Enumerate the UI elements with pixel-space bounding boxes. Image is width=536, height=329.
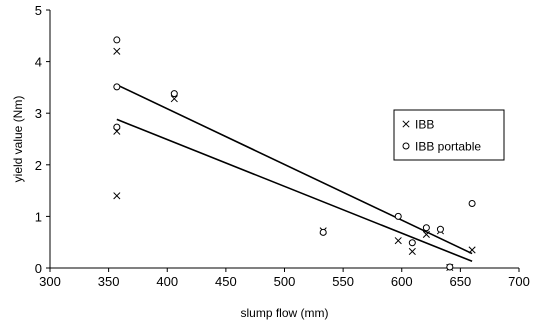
x-tick-label: 700 [508, 274, 530, 289]
data-point-ibb [468, 246, 476, 254]
data-point-ibb-portable [113, 36, 121, 44]
legend-marker-ibb [402, 120, 410, 128]
x-tick-label: 650 [450, 274, 472, 289]
y-tick-label: 4 [35, 55, 42, 70]
legend-marker-ibb-portable [402, 142, 410, 150]
trendlines [116, 84, 473, 263]
data-point-ibb-portable [422, 224, 430, 232]
data-points [113, 36, 476, 272]
trendline-ibb-portable [116, 84, 473, 255]
data-point-ibb-portable [468, 200, 476, 207]
y-tick-label: 0 [35, 261, 42, 276]
x-tick-label: 600 [391, 274, 413, 289]
legend-box [393, 109, 505, 161]
data-point-ibb-portable [446, 263, 454, 271]
x-tick-label: 500 [274, 274, 296, 289]
data-point-ibb-portable [113, 83, 121, 91]
data-point-ibb-portable [170, 90, 178, 98]
data-point-ibb-portable [319, 228, 327, 236]
x-tick-label: 450 [215, 274, 237, 289]
y-axis-label: yield value (Nm) [11, 96, 25, 183]
x-axis-label: slump flow (mm) [240, 306, 328, 320]
y-tick-label: 5 [35, 3, 42, 18]
x-tick-label: 400 [156, 274, 178, 289]
data-point-ibb [408, 247, 416, 256]
tick-labels: 300 350 400 450 500 550 600 650 700 0 1 2 3 4 5 [35, 3, 530, 289]
x-tick-label: 550 [332, 274, 354, 289]
legend-label: IBB portable [415, 140, 481, 154]
x-tick-label: 350 [98, 274, 120, 289]
y-tick-label: 2 [35, 158, 42, 173]
x-tick-label: 300 [39, 274, 61, 289]
trendline-ibb [116, 118, 473, 263]
data-point-ibb [113, 192, 121, 200]
data-point-ibb [422, 230, 430, 239]
data-point-ibb [113, 47, 121, 55]
data-point-ibb-portable [113, 123, 121, 131]
data-point-ibb-portable [408, 239, 416, 247]
data-point-ibb-portable [436, 225, 444, 233]
data-point-ibb [394, 237, 402, 245]
data-point-ibb [170, 95, 178, 103]
y-tick-label: 1 [35, 209, 42, 224]
axes [46, 9, 520, 272]
legend-label: IBB [415, 118, 434, 132]
legend: IBB IBB portable [393, 109, 505, 161]
data-point-ibb-portable [394, 212, 402, 220]
y-tick-label: 3 [35, 106, 42, 121]
